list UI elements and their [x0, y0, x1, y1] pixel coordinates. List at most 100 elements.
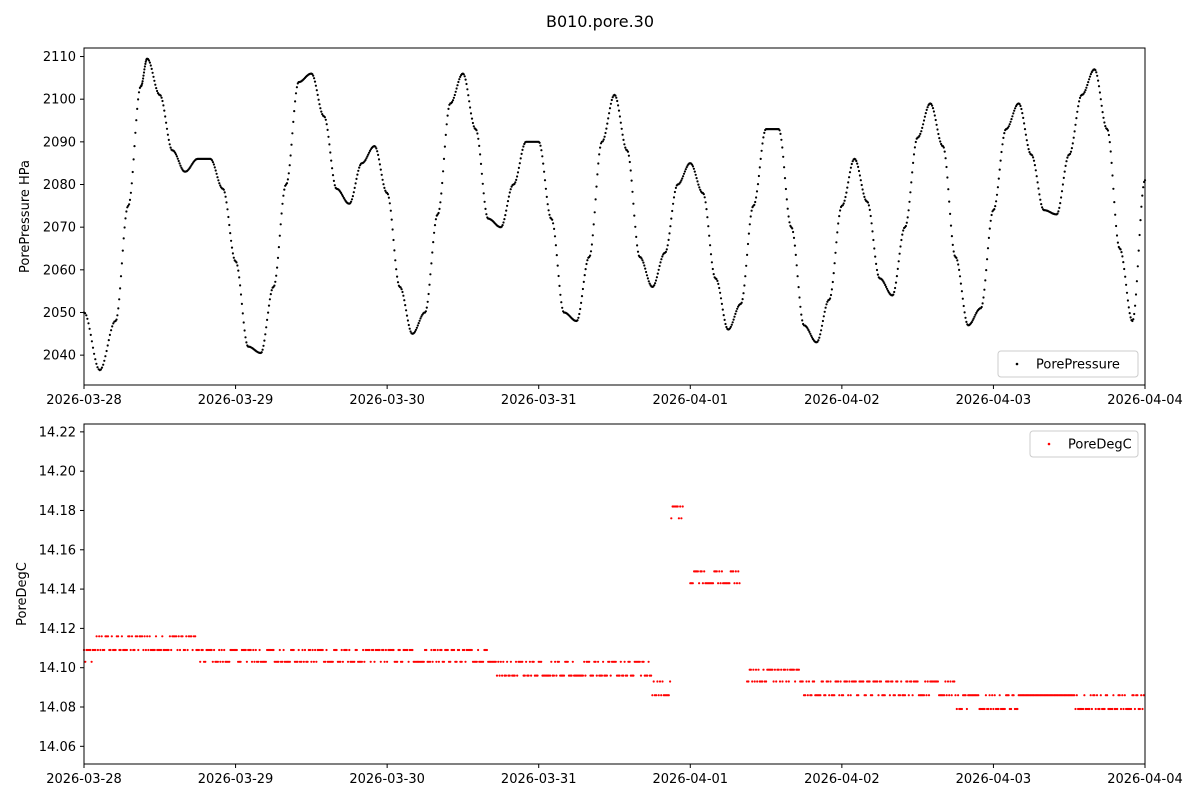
data-point	[811, 336, 814, 339]
data-point	[593, 211, 596, 214]
data-point	[133, 648, 136, 652]
data-point	[622, 138, 625, 141]
data-point	[367, 153, 370, 156]
data-point	[174, 151, 177, 154]
data-point	[970, 321, 973, 324]
data-point	[608, 107, 612, 110]
data-point	[242, 321, 245, 324]
data-point	[588, 660, 591, 663]
data-point	[253, 660, 256, 663]
data-point	[796, 275, 799, 278]
data-point	[1060, 190, 1064, 193]
data-point	[180, 166, 183, 169]
data-point	[813, 680, 816, 683]
data-point	[225, 201, 228, 204]
data-point	[504, 674, 507, 677]
data-point	[821, 680, 825, 683]
data-point	[797, 668, 801, 671]
data-point	[405, 309, 408, 312]
data-point	[671, 209, 674, 213]
data-point	[232, 256, 235, 259]
data-point	[949, 680, 952, 683]
data-point	[554, 660, 557, 663]
data-point	[750, 209, 753, 212]
data-point	[810, 694, 813, 697]
data-point	[603, 135, 606, 138]
data-point	[707, 225, 710, 228]
data-point	[129, 191, 132, 194]
data-point	[993, 694, 996, 697]
data-point	[324, 118, 327, 121]
data-point	[655, 694, 658, 697]
data-point	[348, 648, 351, 652]
data-point	[936, 128, 939, 131]
data-point	[924, 112, 927, 115]
data-point	[396, 660, 399, 663]
data-point	[1094, 69, 1097, 72]
data-point	[465, 82, 468, 86]
data-point	[389, 209, 392, 212]
data-point	[424, 310, 427, 313]
data-point	[1089, 73, 1092, 76]
data-point	[543, 179, 547, 182]
data-point	[738, 582, 741, 585]
data-point	[762, 136, 765, 139]
data-point	[606, 122, 609, 125]
data-point	[463, 75, 466, 78]
x-tick-label: 2026-03-28	[46, 772, 122, 787]
data-point	[1141, 707, 1144, 711]
data-point	[1009, 120, 1012, 123]
data-point	[984, 694, 988, 697]
data-point	[176, 157, 179, 160]
data-point	[181, 635, 184, 638]
data-point	[159, 648, 163, 652]
data-point	[375, 147, 378, 150]
data-point	[153, 79, 156, 82]
data-point	[276, 266, 279, 269]
data-point	[282, 194, 285, 197]
data-point	[898, 252, 901, 255]
data-point	[331, 167, 334, 170]
data-point	[669, 680, 672, 683]
data-point	[1012, 694, 1015, 697]
data-point	[277, 246, 280, 249]
data-point	[1086, 83, 1089, 87]
data-point	[729, 325, 733, 328]
data-point	[721, 308, 724, 311]
data-point	[382, 183, 385, 186]
data-point	[672, 202, 675, 205]
data-point	[420, 315, 423, 318]
data-point	[807, 329, 810, 332]
data-point	[946, 176, 949, 179]
data-point	[781, 680, 784, 683]
data-point	[956, 259, 959, 262]
y-tick-label: 14.20	[39, 465, 76, 480]
data-point	[700, 570, 703, 573]
data-point	[245, 341, 248, 344]
data-point	[957, 263, 960, 266]
data-points	[82, 57, 1147, 372]
data-point	[741, 298, 744, 301]
y-axis-label: PoreDegC	[15, 562, 30, 626]
data-point	[892, 293, 895, 296]
data-point	[897, 260, 900, 263]
data-point	[719, 291, 722, 294]
data-point	[100, 635, 103, 638]
data-point	[646, 674, 649, 677]
data-point	[339, 660, 342, 663]
data-point	[401, 290, 404, 294]
data-point	[755, 196, 758, 199]
data-point	[937, 132, 940, 136]
data-point	[1107, 133, 1110, 137]
data-point	[1088, 78, 1091, 81]
data-point	[584, 674, 587, 677]
data-point	[681, 505, 684, 508]
data-point	[497, 660, 500, 663]
data-point	[977, 694, 980, 697]
data-point	[820, 324, 824, 327]
data-point	[1110, 161, 1113, 164]
data-point	[1062, 176, 1065, 179]
data-point	[589, 250, 593, 253]
data-point	[645, 274, 649, 277]
